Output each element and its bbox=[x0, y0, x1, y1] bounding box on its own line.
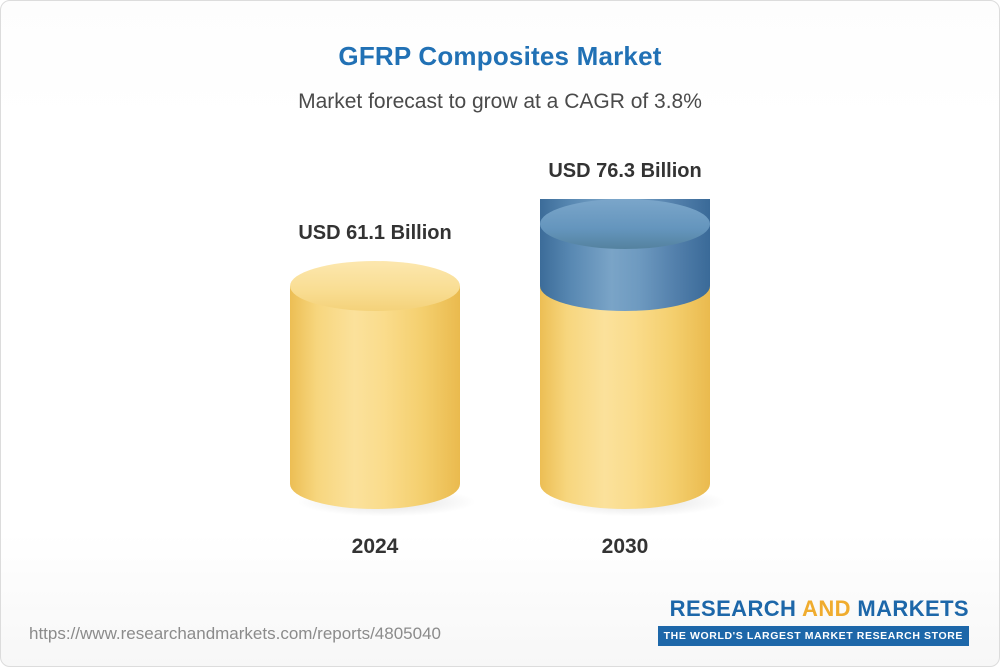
research-and-markets-logo: RESEARCH AND MARKETS THE WORLD'S LARGEST… bbox=[657, 596, 969, 646]
year-label-2030: 2030 bbox=[601, 535, 649, 558]
chart-header: GFRP Composites Market Market forecast t… bbox=[1, 1, 999, 114]
cylinder-2024 bbox=[290, 261, 479, 517]
chart-title: GFRP Composites Market bbox=[338, 41, 662, 71]
logo-word-research: RESEARCH bbox=[669, 596, 797, 621]
value-label-2030: USD 76.3 Billion bbox=[548, 160, 702, 182]
bar-group-2024: USD 61.1 Billion 2024 bbox=[290, 222, 479, 559]
growth-cap-top-face bbox=[540, 199, 710, 249]
chart-subtitle: Market forecast to grow at a CAGR of 3.8… bbox=[298, 90, 702, 113]
cylinder-bar-chart: USD 61.1 Billion 2024 USD 76.3 Billion 2… bbox=[1, 160, 999, 559]
logo-tagline: THE WORLD'S LARGEST MARKET RESEARCH STOR… bbox=[657, 626, 969, 646]
logo-wordmark: RESEARCH AND MARKETS bbox=[658, 596, 969, 622]
cylinder-2024-top-face bbox=[290, 261, 460, 311]
year-label-2024: 2024 bbox=[351, 535, 399, 558]
report-url-link[interactable]: https://www.researchandmarkets.com/repor… bbox=[29, 624, 441, 643]
value-label-2024: USD 61.1 Billion bbox=[298, 222, 452, 244]
bar-group-2030: USD 76.3 Billion 2030 bbox=[540, 160, 729, 559]
logo-word-and: AND bbox=[802, 596, 851, 621]
cylinder-2024-body bbox=[290, 286, 460, 509]
cylinder-2030 bbox=[540, 199, 729, 517]
logo-word-markets: MARKETS bbox=[857, 596, 969, 621]
